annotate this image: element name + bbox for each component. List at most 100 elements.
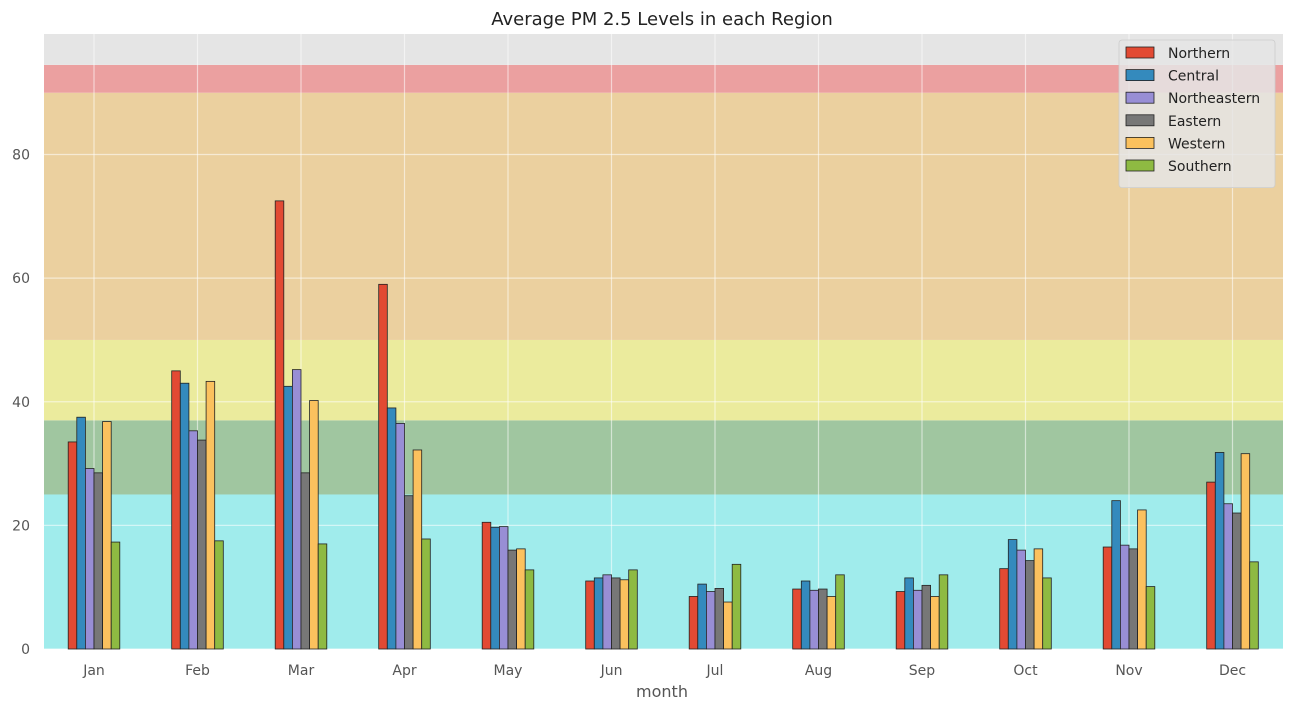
legend-swatch-northeastern (1125, 91, 1155, 104)
legend-swatch-central (1125, 69, 1155, 81)
bar-western-dec (1240, 453, 1251, 650)
aqi-band-5 (44, 34, 1283, 65)
x-tick-label-apr: Apr (392, 663, 416, 679)
bar-western-sep (930, 596, 940, 650)
bar-northern-mar (274, 200, 285, 650)
bar-northeastern-aug (809, 589, 819, 650)
x-tick-label-dec: Dec (1219, 663, 1246, 679)
bar-northeastern-feb (188, 430, 198, 650)
bar-western-feb (205, 380, 216, 650)
bar-northern-dec (1206, 481, 1216, 650)
bar-eastern-sep (921, 584, 932, 650)
bar-central-aug (800, 580, 811, 650)
bar-northern-may (481, 521, 492, 650)
bar-central-apr (386, 407, 397, 650)
bar-eastern-aug (818, 588, 828, 650)
x-tick-label-feb: Feb (185, 663, 210, 679)
x-tick-label-jun: Jun (600, 663, 623, 679)
bar-eastern-nov (1128, 548, 1139, 650)
bar-northeastern-oct (1016, 549, 1026, 650)
bar-southern-mar (317, 543, 328, 650)
legend: Northern Central Northeastern Eastern Wester… (1118, 39, 1276, 189)
legend-swatch-northern (1125, 46, 1155, 59)
bar-southern-jul (731, 563, 742, 650)
x-tick-label-may: May (494, 663, 523, 679)
y-tick-label-80: 80 (12, 148, 30, 164)
legend-swatch-western (1125, 136, 1155, 149)
legend-label-eastern: Eastern (1168, 114, 1221, 130)
bar-central-jun (593, 577, 604, 650)
bar-northern-sep (895, 591, 906, 650)
bar-eastern-jun (611, 577, 621, 650)
bar-southern-sep (938, 574, 949, 650)
aqi-band-1 (44, 420, 1283, 495)
x-tick-label-jul: Jul (706, 663, 724, 679)
bar-western-may (516, 548, 526, 650)
legend-box (1118, 39, 1276, 189)
bar-southern-aug (835, 574, 845, 650)
bar-western-nov (1137, 509, 1147, 650)
bars (67, 200, 1259, 650)
bar-southern-feb (214, 540, 224, 650)
x-tick-label-oct: Oct (1013, 663, 1038, 679)
bar-western-mar (309, 400, 319, 650)
bar-eastern-dec (1232, 512, 1242, 650)
bar-southern-apr (421, 538, 431, 650)
bar-northeastern-jan (85, 468, 95, 650)
bar-southern-oct (1042, 577, 1052, 650)
bar-northeastern-sep (913, 589, 923, 650)
aqi-band-0 (44, 494, 1283, 649)
bar-northeastern-mar (291, 369, 302, 650)
bar-northeastern-dec (1223, 503, 1233, 650)
grid-lines (44, 34, 1283, 650)
bar-western-jan (102, 421, 112, 650)
bar-western-oct (1033, 548, 1044, 650)
bar-central-may (490, 526, 500, 650)
bar-eastern-may (507, 549, 518, 650)
aqi-bands (44, 34, 1283, 649)
aqi-band-3 (44, 92, 1283, 340)
bar-eastern-feb (197, 439, 207, 650)
bar-northern-oct (999, 568, 1009, 650)
chart-title: Average PM 2.5 Levels in each Region (491, 9, 833, 30)
bar-northern-aug (792, 588, 802, 650)
legend-label-northern: Northern (1168, 46, 1230, 62)
bar-central-oct (1007, 539, 1018, 650)
legend-swatch-eastern (1125, 114, 1155, 127)
bar-southern-dec (1249, 561, 1259, 650)
x-tick-label-mar: Mar (288, 663, 315, 679)
y-tick-label-20: 20 (12, 518, 30, 534)
bar-northeastern-jul (706, 591, 716, 650)
bar-western-aug (826, 596, 837, 650)
x-tick-label-nov: Nov (1115, 663, 1142, 679)
bar-eastern-jul (714, 588, 725, 650)
legend-label-central: Central (1168, 69, 1219, 85)
bar-northern-feb (171, 370, 181, 650)
bar-southern-jan (110, 541, 121, 650)
bar-central-jul (697, 583, 707, 650)
bar-western-jun (619, 579, 630, 650)
bar-northern-jun (585, 580, 595, 650)
aqi-band-4 (44, 64, 1283, 93)
bar-southern-jun (628, 569, 638, 650)
x-tick-label-jan: Jan (82, 663, 105, 679)
bar-northern-nov (1102, 546, 1113, 650)
bar-southern-may (524, 569, 535, 650)
y-tick-label-60: 60 (12, 271, 30, 287)
bar-northern-jan (67, 441, 78, 650)
bar-central-sep (904, 577, 914, 650)
x-axis-label: month (636, 682, 688, 701)
x-tick-label-sep: Sep (909, 663, 936, 679)
bar-northeastern-jun (602, 574, 612, 650)
y-axis-ticks: 0 20 40 60 80 (12, 148, 30, 658)
bar-western-jul (723, 601, 733, 650)
bar-eastern-mar (300, 472, 311, 650)
x-axis-ticks: Jan Feb Mar Apr May Jun Jul Aug Sep Oct Nov Dec (82, 663, 1246, 679)
bar-northeastern-apr (395, 422, 405, 650)
legend-label-western: Western (1168, 136, 1225, 152)
bar-northern-apr (378, 283, 388, 650)
bar-eastern-jan (93, 472, 104, 650)
legend-swatch-southern (1125, 159, 1155, 172)
bar-northern-jul (688, 596, 699, 650)
